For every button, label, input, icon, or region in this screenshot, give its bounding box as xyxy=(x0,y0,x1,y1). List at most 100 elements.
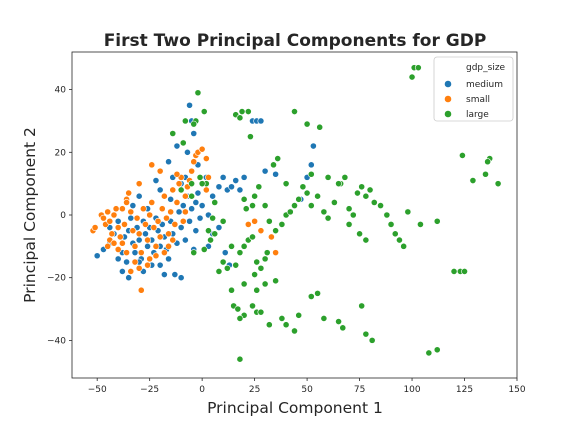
data-point-medium xyxy=(240,173,248,181)
x-tick-label: 125 xyxy=(456,385,473,395)
data-point-large xyxy=(265,321,273,329)
data-point-large xyxy=(257,264,265,272)
data-point-large xyxy=(282,180,290,188)
data-point-medium xyxy=(272,170,280,178)
data-point-medium xyxy=(198,202,206,209)
data-point-small xyxy=(169,186,177,194)
data-point-small xyxy=(152,242,160,250)
data-point-large xyxy=(358,183,366,191)
data-point-small xyxy=(169,236,177,244)
data-point-small xyxy=(165,242,172,250)
data-point-large xyxy=(249,202,256,209)
data-point-medium xyxy=(175,208,183,216)
chart-title: First Two Principal Components for GDP xyxy=(104,31,487,51)
data-point-small xyxy=(114,246,122,253)
data-point-medium xyxy=(215,224,223,231)
data-point-small xyxy=(91,224,99,231)
data-point-large xyxy=(282,321,290,329)
data-point-small xyxy=(144,261,151,269)
data-point-large xyxy=(236,355,244,363)
data-point-large xyxy=(450,268,458,275)
data-point-medium xyxy=(219,173,227,181)
legend-label-small: small xyxy=(466,95,490,105)
data-point-large xyxy=(370,199,378,206)
data-point-medium xyxy=(135,192,143,200)
data-point-small xyxy=(110,211,118,219)
data-point-medium xyxy=(156,186,164,194)
data-point-large xyxy=(335,180,342,188)
data-point-large xyxy=(223,264,231,272)
data-point-large xyxy=(272,277,280,285)
data-point-medium xyxy=(177,274,185,282)
data-point-large xyxy=(391,230,399,238)
data-point-large xyxy=(255,183,263,191)
data-point-large xyxy=(362,236,370,244)
data-point-small xyxy=(142,221,149,228)
data-point-small xyxy=(123,199,130,206)
x-tick-label: 100 xyxy=(403,385,420,395)
data-points xyxy=(89,64,502,363)
data-point-small xyxy=(272,249,280,257)
data-point-large xyxy=(198,180,206,188)
data-point-small xyxy=(173,170,181,178)
data-point-large xyxy=(330,199,338,206)
y-tick-label: 0 xyxy=(60,211,66,221)
data-point-medium xyxy=(93,252,101,260)
data-point-large xyxy=(219,258,227,266)
data-point-medium xyxy=(184,148,191,156)
data-point-medium xyxy=(123,258,130,266)
data-point-medium xyxy=(118,268,126,275)
data-point-large xyxy=(291,108,298,115)
data-point-small xyxy=(188,167,196,175)
data-point-large xyxy=(362,330,370,338)
legend-label-medium: medium xyxy=(466,80,503,90)
data-point-medium xyxy=(165,158,172,166)
data-point-large xyxy=(349,211,357,219)
data-point-small xyxy=(127,208,135,216)
data-point-medium xyxy=(190,130,198,137)
data-point-large xyxy=(303,120,311,128)
y-tick-label: 40 xyxy=(55,86,67,96)
x-tick-label: 25 xyxy=(249,385,260,395)
data-point-large xyxy=(242,205,250,213)
data-point-medium xyxy=(257,117,265,125)
data-point-large xyxy=(238,108,246,115)
data-point-small xyxy=(125,189,133,197)
data-point-large xyxy=(247,133,254,141)
data-point-large xyxy=(484,158,492,166)
data-point-medium xyxy=(309,142,317,150)
data-point-large xyxy=(200,108,208,115)
data-point-small xyxy=(137,286,145,294)
series-large xyxy=(169,64,502,363)
data-point-small xyxy=(190,158,198,166)
data-point-medium xyxy=(114,255,122,263)
data-point-small xyxy=(121,221,128,228)
data-point-medium xyxy=(167,195,175,203)
x-tick-label: −50 xyxy=(88,385,107,395)
data-point-small xyxy=(123,249,130,257)
data-point-large xyxy=(417,221,424,228)
data-point-small xyxy=(171,221,179,228)
data-point-small xyxy=(158,205,166,213)
x-axis-ticks: −50 −25 0 25 50 75 100 125 150 xyxy=(88,378,526,395)
data-point-large xyxy=(211,230,219,238)
data-point-large xyxy=(307,293,315,300)
data-point-medium xyxy=(192,227,200,235)
data-point-small xyxy=(110,239,118,247)
data-point-large xyxy=(404,208,412,216)
data-point-small xyxy=(257,227,265,235)
data-point-small xyxy=(112,205,120,213)
data-point-large xyxy=(295,311,303,319)
data-point-large xyxy=(205,227,212,235)
data-point-small xyxy=(156,233,164,241)
data-point-medium xyxy=(232,177,240,184)
data-point-large xyxy=(272,227,280,235)
data-point-medium xyxy=(261,167,269,175)
series-small xyxy=(89,145,280,294)
data-point-medium xyxy=(307,161,315,169)
data-point-small xyxy=(173,199,181,206)
data-point-large xyxy=(345,221,353,228)
data-point-small xyxy=(129,227,137,235)
data-point-small xyxy=(150,224,158,231)
data-point-small xyxy=(114,224,122,231)
